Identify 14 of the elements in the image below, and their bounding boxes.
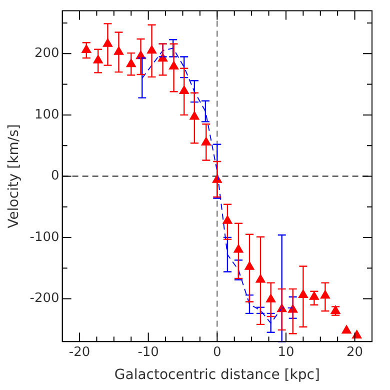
y-axis-title: Velocity [km/s] [6,124,22,228]
y-tick-label: -100 [30,230,60,245]
x-tick-label: 10 [278,344,294,360]
y-tick-label: 200 [34,46,60,62]
y-tick-label: 0 [51,168,60,184]
x-tick-label: 0 [213,344,222,360]
y-tick-label: -200 [30,291,60,306]
y-tick-label: 100 [34,107,60,122]
x-axis-title: Galactocentric distance [kpc] [114,367,320,384]
x-tick-label: -20 [68,344,90,360]
point [352,330,362,338]
x-tick-label: 20 [346,344,364,360]
point [342,325,352,334]
x-tick-label: -10 [138,344,159,360]
